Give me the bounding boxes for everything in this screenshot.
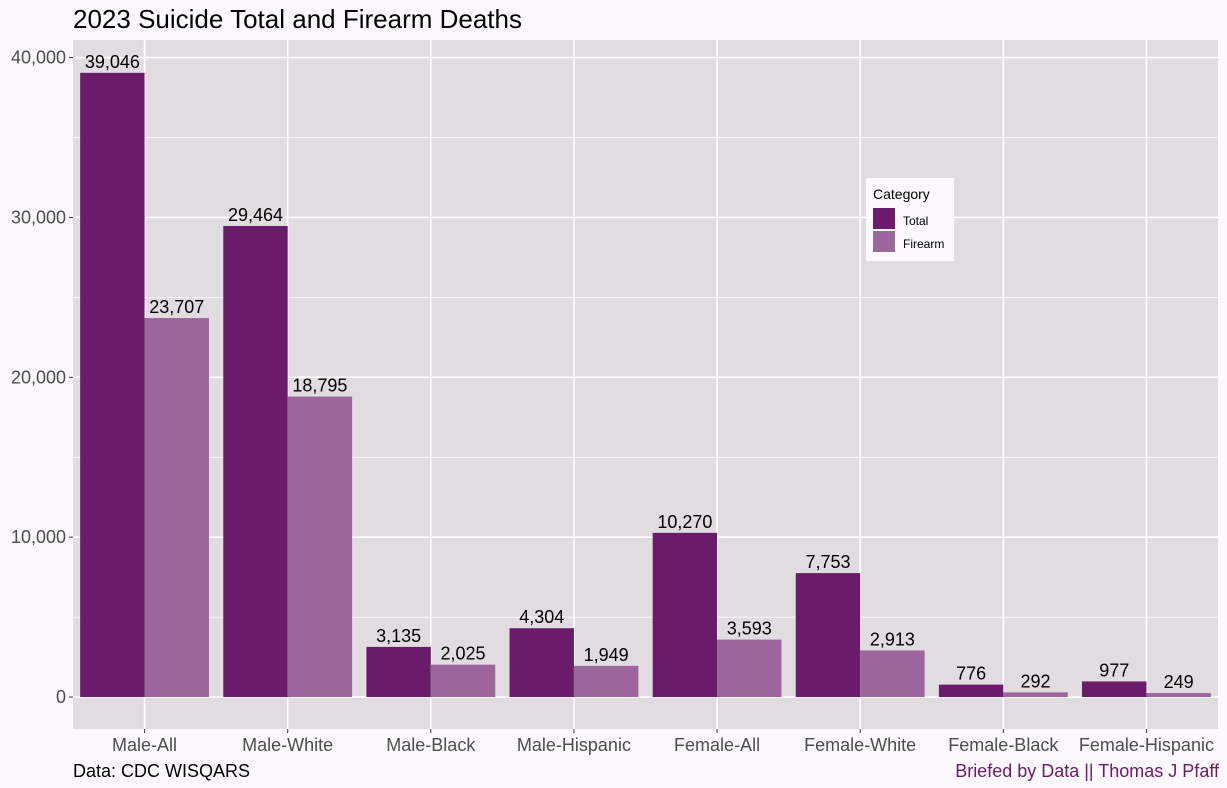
legend-title: Category bbox=[873, 186, 930, 202]
chart-title: 2023 Suicide Total and Firearm Deaths bbox=[73, 4, 522, 34]
bar-firearm bbox=[573, 665, 639, 698]
y-tick-label: 20,000 bbox=[11, 367, 66, 387]
bar-firearm bbox=[1003, 692, 1068, 698]
data-label-firearm: 249 bbox=[1164, 672, 1194, 692]
x-tick-label: Male-Hispanic bbox=[517, 735, 631, 755]
bar-firearm bbox=[717, 639, 782, 698]
data-label-firearm: 1,949 bbox=[584, 645, 629, 665]
bar-firearm bbox=[287, 396, 353, 698]
x-tick-label: Male-Black bbox=[386, 735, 476, 755]
data-label-total: 4,304 bbox=[519, 607, 564, 627]
bar-total bbox=[80, 72, 145, 698]
y-tick-label: 10,000 bbox=[11, 527, 66, 547]
data-source-caption: Data: CDC WISQARS bbox=[73, 761, 250, 781]
legend-swatch-firearm bbox=[873, 231, 895, 252]
y-tick-label: 0 bbox=[56, 687, 66, 707]
x-tick-label: Male-White bbox=[242, 735, 333, 755]
legend: Category Total Firearm bbox=[866, 178, 954, 261]
legend-label-firearm: Firearm bbox=[903, 237, 944, 251]
x-tick-label: Female-Hispanic bbox=[1079, 735, 1214, 755]
data-label-firearm: 18,795 bbox=[292, 376, 347, 396]
data-label-total: 29,464 bbox=[228, 205, 283, 225]
x-tick-label: Female-Black bbox=[948, 735, 1059, 755]
x-axis: Male-All Male-White Male-Black Male-Hispani… bbox=[112, 729, 1214, 755]
y-axis: 0 10,000 20,000 30,000 40,000 bbox=[11, 48, 73, 707]
credit-caption: Briefed by Data || Thomas J Pfaff bbox=[955, 761, 1220, 781]
bar-total bbox=[652, 532, 718, 698]
x-tick-label: Female-White bbox=[804, 735, 916, 755]
data-label-total: 39,046 bbox=[85, 52, 140, 72]
data-label-firearm: 3,593 bbox=[727, 619, 772, 639]
x-tick-label: Female-All bbox=[674, 735, 760, 755]
bars bbox=[80, 72, 1211, 698]
x-tick-label: Male-All bbox=[112, 735, 177, 755]
bar-total bbox=[795, 573, 861, 698]
data-labels: 39,046 23,707 29,464 18,795 3,135 2,025 4,304 1… bbox=[85, 52, 1194, 692]
bar-firearm bbox=[144, 318, 209, 698]
bar-total bbox=[366, 646, 431, 698]
data-label-total: 7,753 bbox=[805, 552, 850, 572]
data-label-firearm: 292 bbox=[1020, 671, 1050, 691]
bar-firearm bbox=[860, 650, 925, 698]
y-tick-label: 40,000 bbox=[11, 48, 66, 68]
bar-firearm bbox=[1146, 693, 1211, 698]
bar-total bbox=[509, 628, 574, 698]
y-tick-label: 30,000 bbox=[11, 207, 66, 227]
bar-total bbox=[223, 226, 288, 698]
data-label-total: 776 bbox=[956, 664, 986, 684]
data-label-firearm: 2,025 bbox=[440, 644, 485, 664]
data-label-total: 10,270 bbox=[657, 512, 712, 532]
legend-label-total: Total bbox=[903, 214, 928, 228]
data-label-firearm: 2,913 bbox=[870, 629, 915, 649]
legend-swatch-total bbox=[873, 208, 895, 229]
data-label-total: 977 bbox=[1099, 660, 1129, 680]
data-label-firearm: 23,707 bbox=[149, 297, 204, 317]
bar-total bbox=[1082, 681, 1147, 698]
data-label-total: 3,135 bbox=[376, 626, 421, 646]
bar-total bbox=[938, 684, 1004, 698]
bar-firearm bbox=[430, 664, 496, 698]
